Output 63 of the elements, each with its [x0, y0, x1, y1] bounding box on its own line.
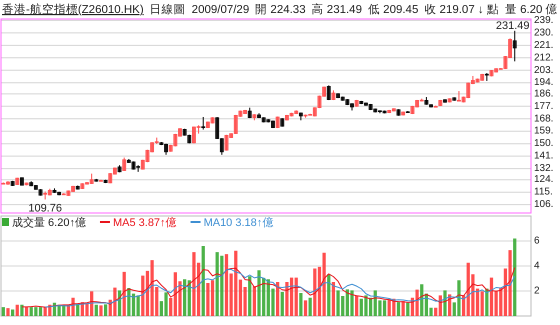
bar: [280, 292, 284, 316]
annotation: 231.49: [496, 20, 530, 32]
candlestick: [122, 157, 126, 172]
bar: [10, 310, 14, 316]
y-tick-label: 132.: [534, 163, 554, 174]
bar: [304, 300, 308, 316]
y-tick-label: 168.: [534, 113, 554, 124]
legend-label: MA5 3.87↑億: [112, 216, 177, 229]
bar: [382, 300, 386, 316]
y-tick-label: 2: [534, 286, 540, 296]
bar: [202, 246, 205, 316]
text: 2009/07/29: [192, 4, 250, 16]
bar: [513, 238, 516, 316]
bar: [448, 294, 452, 316]
y-tick-label: 239.: [534, 14, 554, 26]
y-tick-label: 186.: [534, 88, 554, 100]
legend-label: 成交量 6.20↑億: [12, 216, 86, 229]
bar: [94, 304, 98, 316]
text: 高 231.49: [312, 2, 362, 16]
y-tick-label: 221.: [534, 40, 554, 51]
bar: [99, 305, 103, 316]
bar: [402, 301, 405, 316]
bar: [327, 274, 330, 316]
bar: [485, 288, 488, 316]
bar: [122, 272, 126, 316]
bar: [2, 307, 5, 316]
bar: [210, 280, 214, 316]
y-tick-label: 212.: [534, 52, 554, 64]
bar: [206, 283, 210, 316]
candlestick: [326, 84, 331, 101]
y-tick-label: 124.: [534, 174, 554, 186]
bar: [164, 292, 168, 316]
y-tick-label: 177.: [534, 100, 554, 112]
bar: [406, 302, 410, 316]
y-tick-label: 230.: [534, 27, 554, 38]
chart-title: 香港-航空指標(Z26010.HK): [2, 2, 144, 16]
chart-subtitle: 日線圖: [150, 3, 186, 16]
annotation: 109.76: [28, 202, 62, 214]
bar: [104, 304, 108, 316]
bar: [308, 298, 312, 316]
y-tick-label: 150.: [534, 138, 554, 150]
y-tick-label: 141.: [534, 150, 554, 162]
y-tick-label: 6: [534, 236, 540, 246]
y-tick-label: 4: [534, 260, 540, 272]
text: 收 219.07 ↓ 點: [424, 3, 499, 16]
legend-label: MA10 3.18↑億: [204, 216, 274, 229]
y-tick-label: 106.: [534, 199, 554, 210]
text: 開 224.33: [255, 3, 306, 16]
bar: [299, 293, 302, 316]
bar: [355, 296, 358, 316]
bar: [276, 282, 280, 316]
text: 低 209.45: [368, 3, 418, 16]
bar: [396, 302, 400, 316]
y-tick-label: 115.: [534, 186, 553, 198]
bar: [6, 308, 10, 316]
y-tick-label: 159.: [534, 126, 554, 137]
text: 量 6.20 億: [504, 2, 558, 16]
candlestick: [201, 116, 206, 130]
y-tick-label: 203.: [534, 64, 554, 76]
y-tick-label: 194.: [534, 77, 554, 88]
bar: [16, 304, 19, 316]
candlestick: [512, 30, 517, 62]
bar: [248, 276, 252, 316]
